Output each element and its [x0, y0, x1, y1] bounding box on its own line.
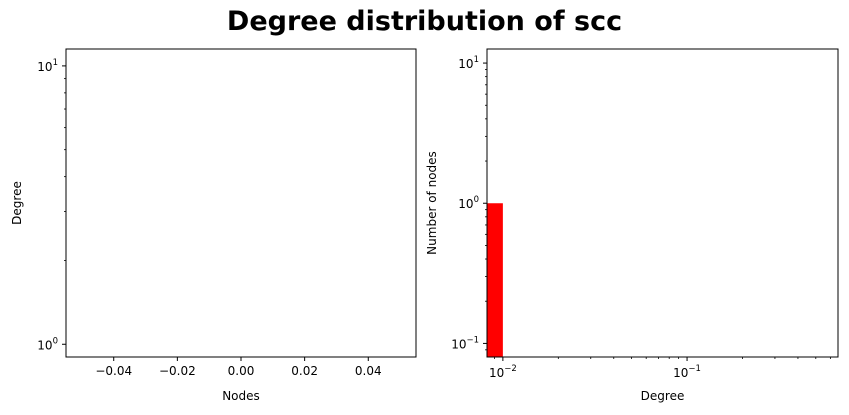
y-tick-label-1-exp: 1	[53, 58, 58, 68]
y-tick-label-0-base: 10	[37, 338, 52, 352]
y-tick-label-1-base: 10	[458, 197, 473, 211]
x-tick-label-1: −0.02	[159, 364, 196, 378]
y-tick-label-0: 10−1	[451, 335, 479, 351]
x-tick-label-1-exp: −1	[688, 364, 701, 374]
x-tick-label-1: 10−1	[673, 364, 701, 380]
y-tick-label-0-exp: 0	[53, 336, 58, 346]
x-tick-label-2: 0.00	[228, 364, 255, 378]
y-tick-label-1-base: 10	[37, 60, 52, 74]
x-tick-label-0: −0.04	[95, 364, 132, 378]
axes-frame	[65, 48, 417, 358]
histogram-bar-0	[487, 203, 503, 357]
y-tick-label-0: 100	[37, 336, 58, 352]
y-tick-label-1-exp: 0	[474, 195, 479, 205]
figure-title: Degree distribution of scc	[226, 6, 623, 37]
x-tick-label-4: 0.04	[355, 364, 382, 378]
y-tick-label-2-exp: 1	[474, 55, 479, 65]
x-tick-label-0: 10−2	[489, 364, 517, 380]
y-tick-label-0-base: 10	[451, 337, 466, 351]
x-axis-label: Degree	[641, 389, 685, 403]
y-axis-label: Number of nodes	[425, 151, 439, 255]
x-tick-label-3: 0.02	[291, 364, 318, 378]
y-tick-label-2-base: 10	[458, 57, 473, 71]
y-tick-label-0-exp: −1	[466, 335, 479, 345]
x-tick-label-1-base: 10	[673, 366, 688, 380]
x-axis-label: Nodes	[222, 389, 260, 403]
y-tick-label-1: 101	[37, 58, 58, 74]
x-tick-label-0-base: 10	[489, 366, 504, 380]
y-tick-label-2: 101	[458, 55, 479, 71]
x-tick-label-0-exp: −2	[504, 364, 517, 374]
axes-frame	[486, 48, 839, 358]
y-tick-label-1: 100	[458, 195, 479, 211]
y-axis-label: Degree	[10, 181, 24, 225]
